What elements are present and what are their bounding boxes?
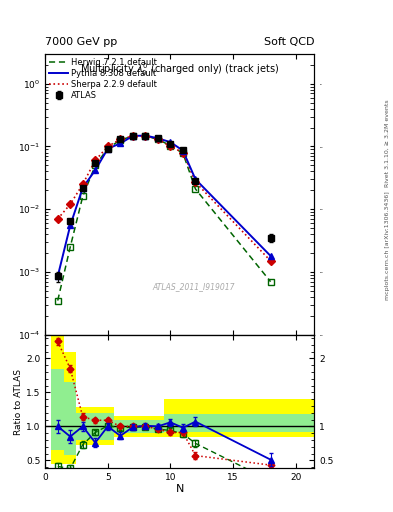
Sherpa 2.2.9 default [130,133,135,139]
Pythia 8.308 default [55,273,60,280]
Herwig 7.2.1 default [143,133,148,139]
Sherpa 2.2.9 default [193,179,198,185]
Sherpa 2.2.9 default [268,258,273,264]
Sherpa 2.2.9 default [168,143,173,150]
Pythia 8.308 default [81,185,85,191]
Pythia 8.308 default [268,253,273,259]
Sherpa 2.2.9 default [68,201,73,207]
Pythia 8.308 default [168,139,173,145]
Sherpa 2.2.9 default [180,150,185,156]
Herwig 7.2.1 default [81,194,85,200]
Text: Multiplicity $\lambda_{0}^{0}$ (charged only) (track jets): Multiplicity $\lambda_{0}^{0}$ (charged … [80,61,279,78]
Text: mcplots.cern.ch [arXiv:1306.3436]: mcplots.cern.ch [arXiv:1306.3436] [385,191,389,300]
Pythia 8.308 default [118,140,123,146]
Herwig 7.2.1 default [193,186,198,192]
Text: Soft QCD: Soft QCD [264,37,314,47]
Pythia 8.308 default [130,133,135,139]
Pythia 8.308 default [193,176,198,182]
Line: Pythia 8.308 default: Pythia 8.308 default [58,136,270,276]
Pythia 8.308 default [105,145,110,152]
Pythia 8.308 default [68,222,73,228]
Line: Herwig 7.2.1 default: Herwig 7.2.1 default [58,136,270,301]
Sherpa 2.2.9 default [118,136,123,142]
Herwig 7.2.1 default [130,133,135,139]
Sherpa 2.2.9 default [55,216,60,222]
Text: 7000 GeV pp: 7000 GeV pp [45,37,118,47]
Text: ATLAS_2011_I919017: ATLAS_2011_I919017 [152,283,235,291]
Herwig 7.2.1 default [118,137,123,143]
Herwig 7.2.1 default [55,297,60,304]
Herwig 7.2.1 default [68,244,73,250]
Line: Sherpa 2.2.9 default: Sherpa 2.2.9 default [58,136,270,261]
Herwig 7.2.1 default [105,145,110,152]
Y-axis label: Ratio to ATLAS: Ratio to ATLAS [14,369,23,435]
X-axis label: N: N [176,484,184,494]
Herwig 7.2.1 default [156,136,160,142]
Pythia 8.308 default [156,135,160,141]
Sherpa 2.2.9 default [105,143,110,150]
Legend: Herwig 7.2.1 default, Pythia 8.308 default, Sherpa 2.2.9 default, ATLAS: Herwig 7.2.1 default, Pythia 8.308 defau… [48,56,158,102]
Herwig 7.2.1 default [268,279,273,285]
Herwig 7.2.1 default [168,142,173,148]
Text: Rivet 3.1.10, ≥ 3.2M events: Rivet 3.1.10, ≥ 3.2M events [385,99,389,187]
Sherpa 2.2.9 default [143,133,148,139]
Sherpa 2.2.9 default [156,136,160,142]
Pythia 8.308 default [180,147,185,154]
Herwig 7.2.1 default [180,150,185,156]
Herwig 7.2.1 default [93,162,97,168]
Pythia 8.308 default [143,133,148,139]
Pythia 8.308 default [93,167,97,173]
Sherpa 2.2.9 default [81,181,85,187]
Sherpa 2.2.9 default [93,157,97,163]
